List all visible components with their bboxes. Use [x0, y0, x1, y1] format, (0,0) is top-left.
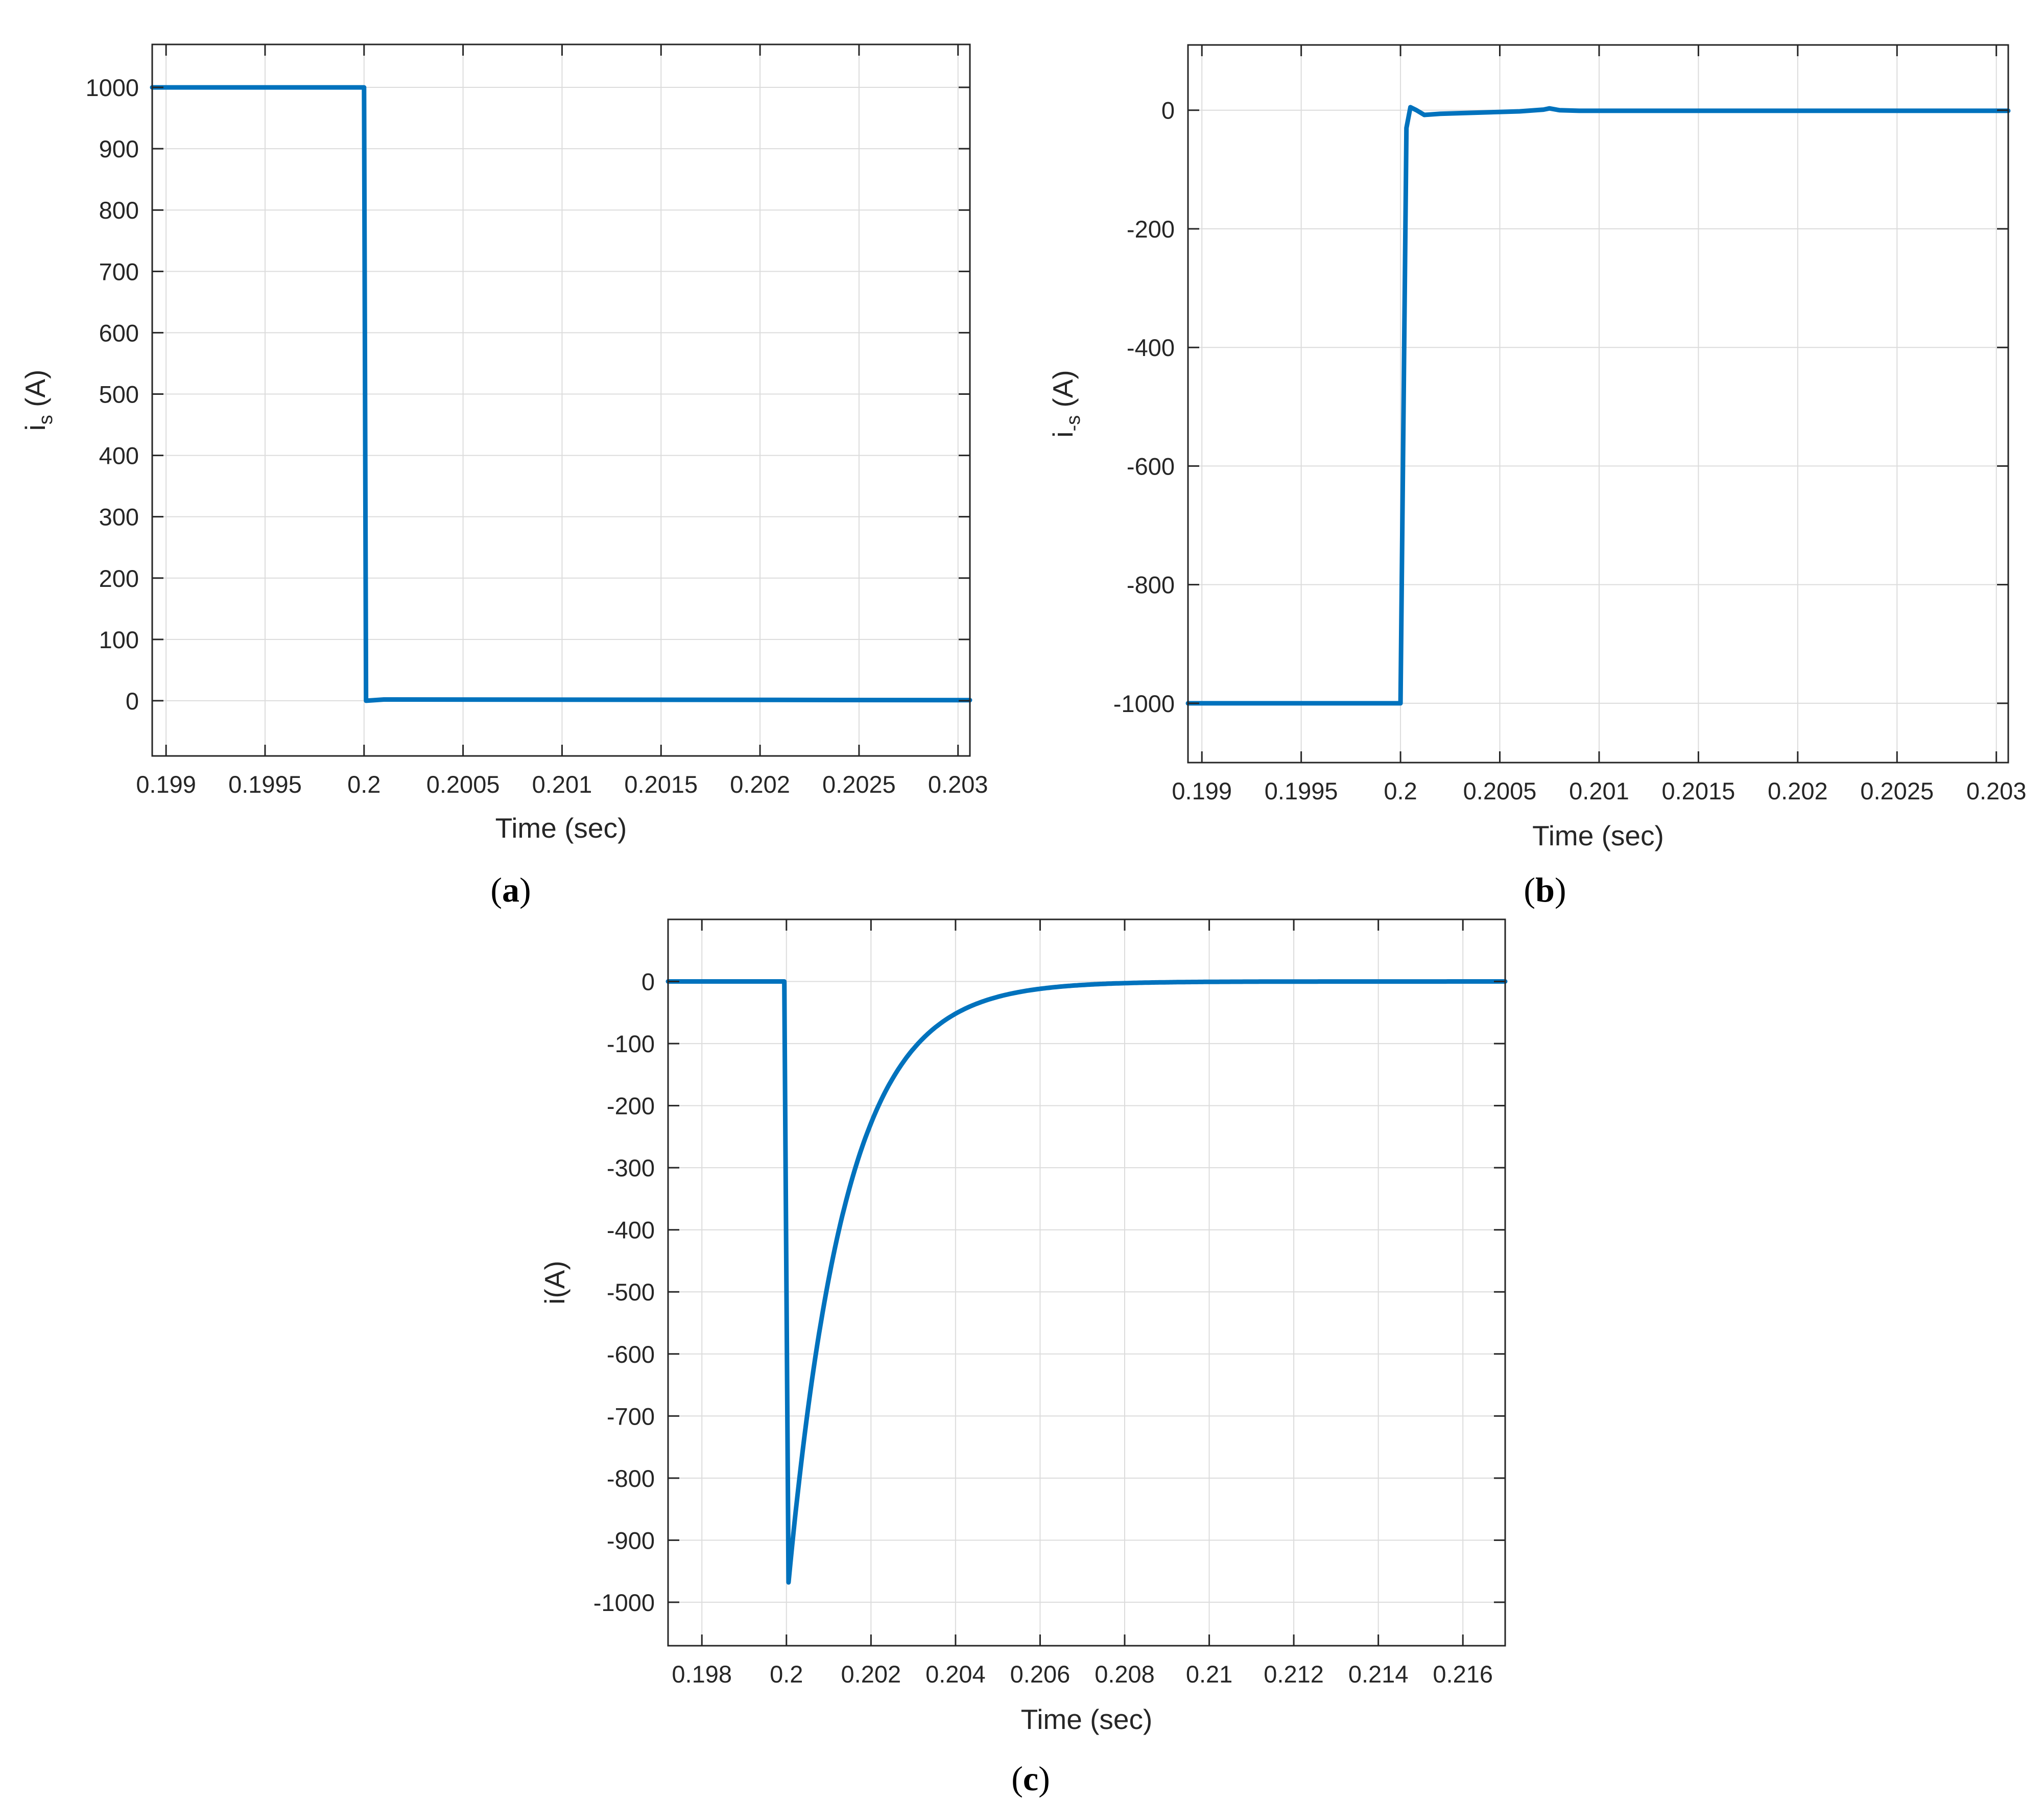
y-tick-label: -200: [1127, 216, 1175, 243]
x-tick-label: 0.2: [1384, 777, 1417, 804]
axes-box: [1187, 44, 2009, 764]
chart-a: 0.199 0.1995 0.2 0.2005 0.201 0.2015 0.202 0.20…: [19, 43, 988, 909]
y-axis-label-subscript: s: [35, 415, 57, 424]
y-tick-label: -400: [607, 1217, 655, 1244]
x-tick-label: 0.2: [347, 771, 381, 798]
panel-label-letter: b: [1535, 870, 1555, 909]
x-tick-label: 0.2: [770, 1661, 803, 1688]
plot-area: [668, 919, 1505, 1646]
x-tick-label: 0.199: [1172, 777, 1232, 804]
y-tick-label: 400: [99, 442, 139, 469]
y-tick-label: 800: [99, 197, 139, 224]
y-axis-label: i(A): [539, 1261, 571, 1305]
x-tick-label: 0.202: [730, 771, 790, 798]
x-axis-label: Time (sec): [1021, 1703, 1153, 1735]
y-tick-label: -300: [607, 1154, 655, 1181]
y-axis-label-subscript: -s: [1063, 415, 1084, 432]
y-tick-label: -800: [1127, 572, 1175, 599]
x-tick-label: 0.203: [1966, 777, 2027, 804]
y-tick-label: 900: [99, 135, 139, 162]
x-axis-label: Time (sec): [1532, 820, 1664, 851]
y-tick-label: 1000: [85, 74, 139, 101]
y-axis-label-main: i: [19, 424, 51, 431]
chart-b: 0.199 0.1995 0.2 0.2005 0.201 0.2015 0.202 0.20…: [1047, 44, 2027, 909]
x-tick-label: 0.2015: [1661, 777, 1735, 804]
x-tick-label: 0.201: [1569, 777, 1629, 804]
x-tick-label: 0.202: [1768, 777, 1828, 804]
y-axis-label-main: i: [1047, 432, 1079, 438]
y-tick-label: -400: [1127, 334, 1175, 361]
x-tick-label: 0.199: [136, 771, 196, 798]
x-tick-label: 0.2025: [1860, 777, 1934, 804]
y-tick-label: -500: [607, 1278, 655, 1306]
series-line: [666, 979, 1508, 1585]
x-tick-label: 0.208: [1095, 1661, 1155, 1688]
y-tick-label: -600: [1127, 453, 1175, 480]
y-tick-label: 0: [641, 968, 655, 996]
series-line: [150, 85, 972, 703]
y-tick-label: -200: [607, 1093, 655, 1120]
y-tick-label: 300: [99, 504, 139, 531]
x-tick-label: 0.2005: [1463, 777, 1537, 804]
x-tick-label: 0.2015: [624, 771, 698, 798]
panel-label: (b): [1524, 870, 1566, 909]
y-tick-label: 700: [99, 258, 139, 285]
plot-area: [1188, 45, 2008, 763]
x-tick-label: 0.2025: [822, 771, 896, 798]
y-axis-label: i-s (A): [1047, 370, 1084, 438]
y-tick-label: -100: [607, 1030, 655, 1057]
axes-box: [667, 918, 1506, 1647]
plot-area: [152, 44, 970, 756]
x-tick-label: 0.206: [1010, 1661, 1071, 1688]
series-line: [1185, 105, 2011, 706]
x-tick-label: 0.21: [1186, 1661, 1232, 1688]
y-tick-label: -600: [607, 1341, 655, 1368]
y-tick-label: 200: [99, 565, 139, 592]
x-tick-label: 0.214: [1348, 1661, 1409, 1688]
y-axis-label: is (A): [19, 370, 57, 431]
chart-c: 0.198 0.2 0.202 0.204 0.206 0.208 0.21 0.212 0.2…: [539, 918, 1508, 1798]
y-tick-label: 600: [99, 319, 139, 346]
y-axis-label-unit: (A): [19, 370, 51, 415]
panel-label-letter: a: [502, 870, 519, 909]
x-tick-label: 0.202: [841, 1661, 901, 1688]
x-tick-label: 0.203: [928, 771, 988, 798]
x-axis-label: Time (sec): [495, 812, 627, 844]
x-tick-label: 0.198: [672, 1661, 732, 1688]
y-tick-label: 0: [1161, 97, 1175, 124]
panel-label-letter: c: [1023, 1759, 1038, 1798]
y-tick-label: -900: [607, 1527, 655, 1554]
x-tick-label: 0.1995: [1265, 777, 1338, 804]
x-tick-label: 0.1995: [228, 771, 302, 798]
y-tick-label: 0: [126, 688, 139, 715]
x-tick-label: 0.201: [532, 771, 592, 798]
y-tick-label: -700: [607, 1403, 655, 1430]
x-tick-label: 0.2005: [426, 771, 500, 798]
panel-label: (a): [490, 870, 531, 909]
y-axis-label-main: i(A): [539, 1261, 571, 1305]
y-tick-label: -1000: [1113, 690, 1175, 717]
x-tick-label: 0.216: [1433, 1661, 1493, 1688]
y-tick-label: -1000: [593, 1589, 655, 1616]
y-tick-label: 500: [99, 381, 139, 408]
axes-box: [151, 43, 971, 757]
y-axis-label-unit: (A): [1047, 370, 1079, 415]
y-tick-label: -800: [607, 1465, 655, 1492]
y-tick-label: 100: [99, 626, 139, 653]
x-tick-label: 0.212: [1264, 1661, 1324, 1688]
panel-label: (c): [1011, 1759, 1050, 1798]
x-tick-label: 0.204: [925, 1661, 986, 1688]
